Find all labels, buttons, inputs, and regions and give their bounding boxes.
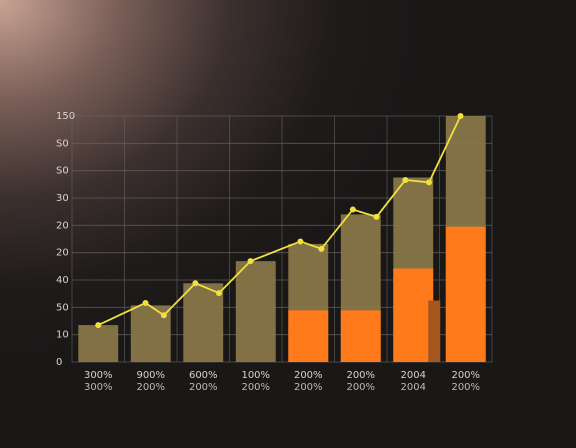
y-tick-label: 30: [56, 193, 69, 204]
y-tick-label: 10: [56, 330, 69, 341]
x-tick-label: 600%: [189, 370, 218, 381]
bar-extra: [428, 300, 441, 362]
x-tick-label-secondary: 200%: [136, 382, 165, 393]
bar-total: [183, 283, 224, 362]
x-tick-label-secondary: 300%: [84, 382, 113, 393]
x-tick-label-secondary: 2004: [401, 382, 426, 393]
trend-point: [402, 176, 409, 183]
y-tick-label: 0: [56, 357, 62, 368]
x-tick-label-secondary: 200%: [346, 382, 375, 393]
y-tick-label: 150: [56, 111, 75, 122]
bar-highlight: [393, 268, 434, 362]
y-tick-label: 40: [56, 275, 69, 286]
y-tick-label: 50: [56, 302, 69, 313]
trend-point: [297, 238, 304, 245]
trend-point: [142, 299, 149, 306]
x-tick-label-secondary: 200%: [451, 382, 480, 393]
trend-point: [216, 290, 222, 297]
x-tick-label: 200%: [346, 370, 375, 381]
chart-line: [95, 113, 464, 329]
bar-highlight: [445, 226, 486, 362]
x-tick-label: 300%: [84, 370, 113, 381]
x-axis-ticks: 300%300%900%200%600%200%100%200%200%200%…: [84, 370, 480, 393]
trend-point: [160, 312, 167, 319]
y-tick-label: S0: [56, 138, 69, 149]
y-tick-label: 20: [56, 220, 69, 231]
trend-point: [247, 258, 254, 265]
x-tick-label: 900%: [136, 370, 165, 381]
x-tick-label: 100%: [241, 370, 270, 381]
x-tick-label: 2004: [401, 370, 426, 381]
trend-point: [192, 280, 199, 287]
x-tick-label-secondary: 200%: [189, 382, 218, 393]
trend-point: [318, 245, 325, 252]
trend-point: [349, 206, 356, 213]
x-tick-label-secondary: 200%: [294, 382, 323, 393]
x-tick-label-secondary: 200%: [241, 382, 270, 393]
chart-bars: [78, 116, 486, 362]
y-tick-label: 20: [56, 248, 69, 259]
chart-grid: [71, 115, 493, 363]
trend-point: [426, 179, 432, 186]
x-tick-label: 200%: [451, 370, 480, 381]
bar-total: [235, 261, 276, 362]
bar-highlight: [288, 310, 329, 362]
bar-total: [78, 325, 119, 362]
y-tick-label: S0: [56, 166, 69, 177]
bar-highlight: [340, 310, 381, 362]
trend-point: [95, 322, 102, 329]
trend-point: [373, 213, 380, 220]
trend-point: [457, 113, 464, 119]
y-axis-ticks: 0 10 50 40 20 20 30 S0 S0 150: [56, 111, 75, 368]
x-tick-label: 200%: [294, 370, 323, 381]
